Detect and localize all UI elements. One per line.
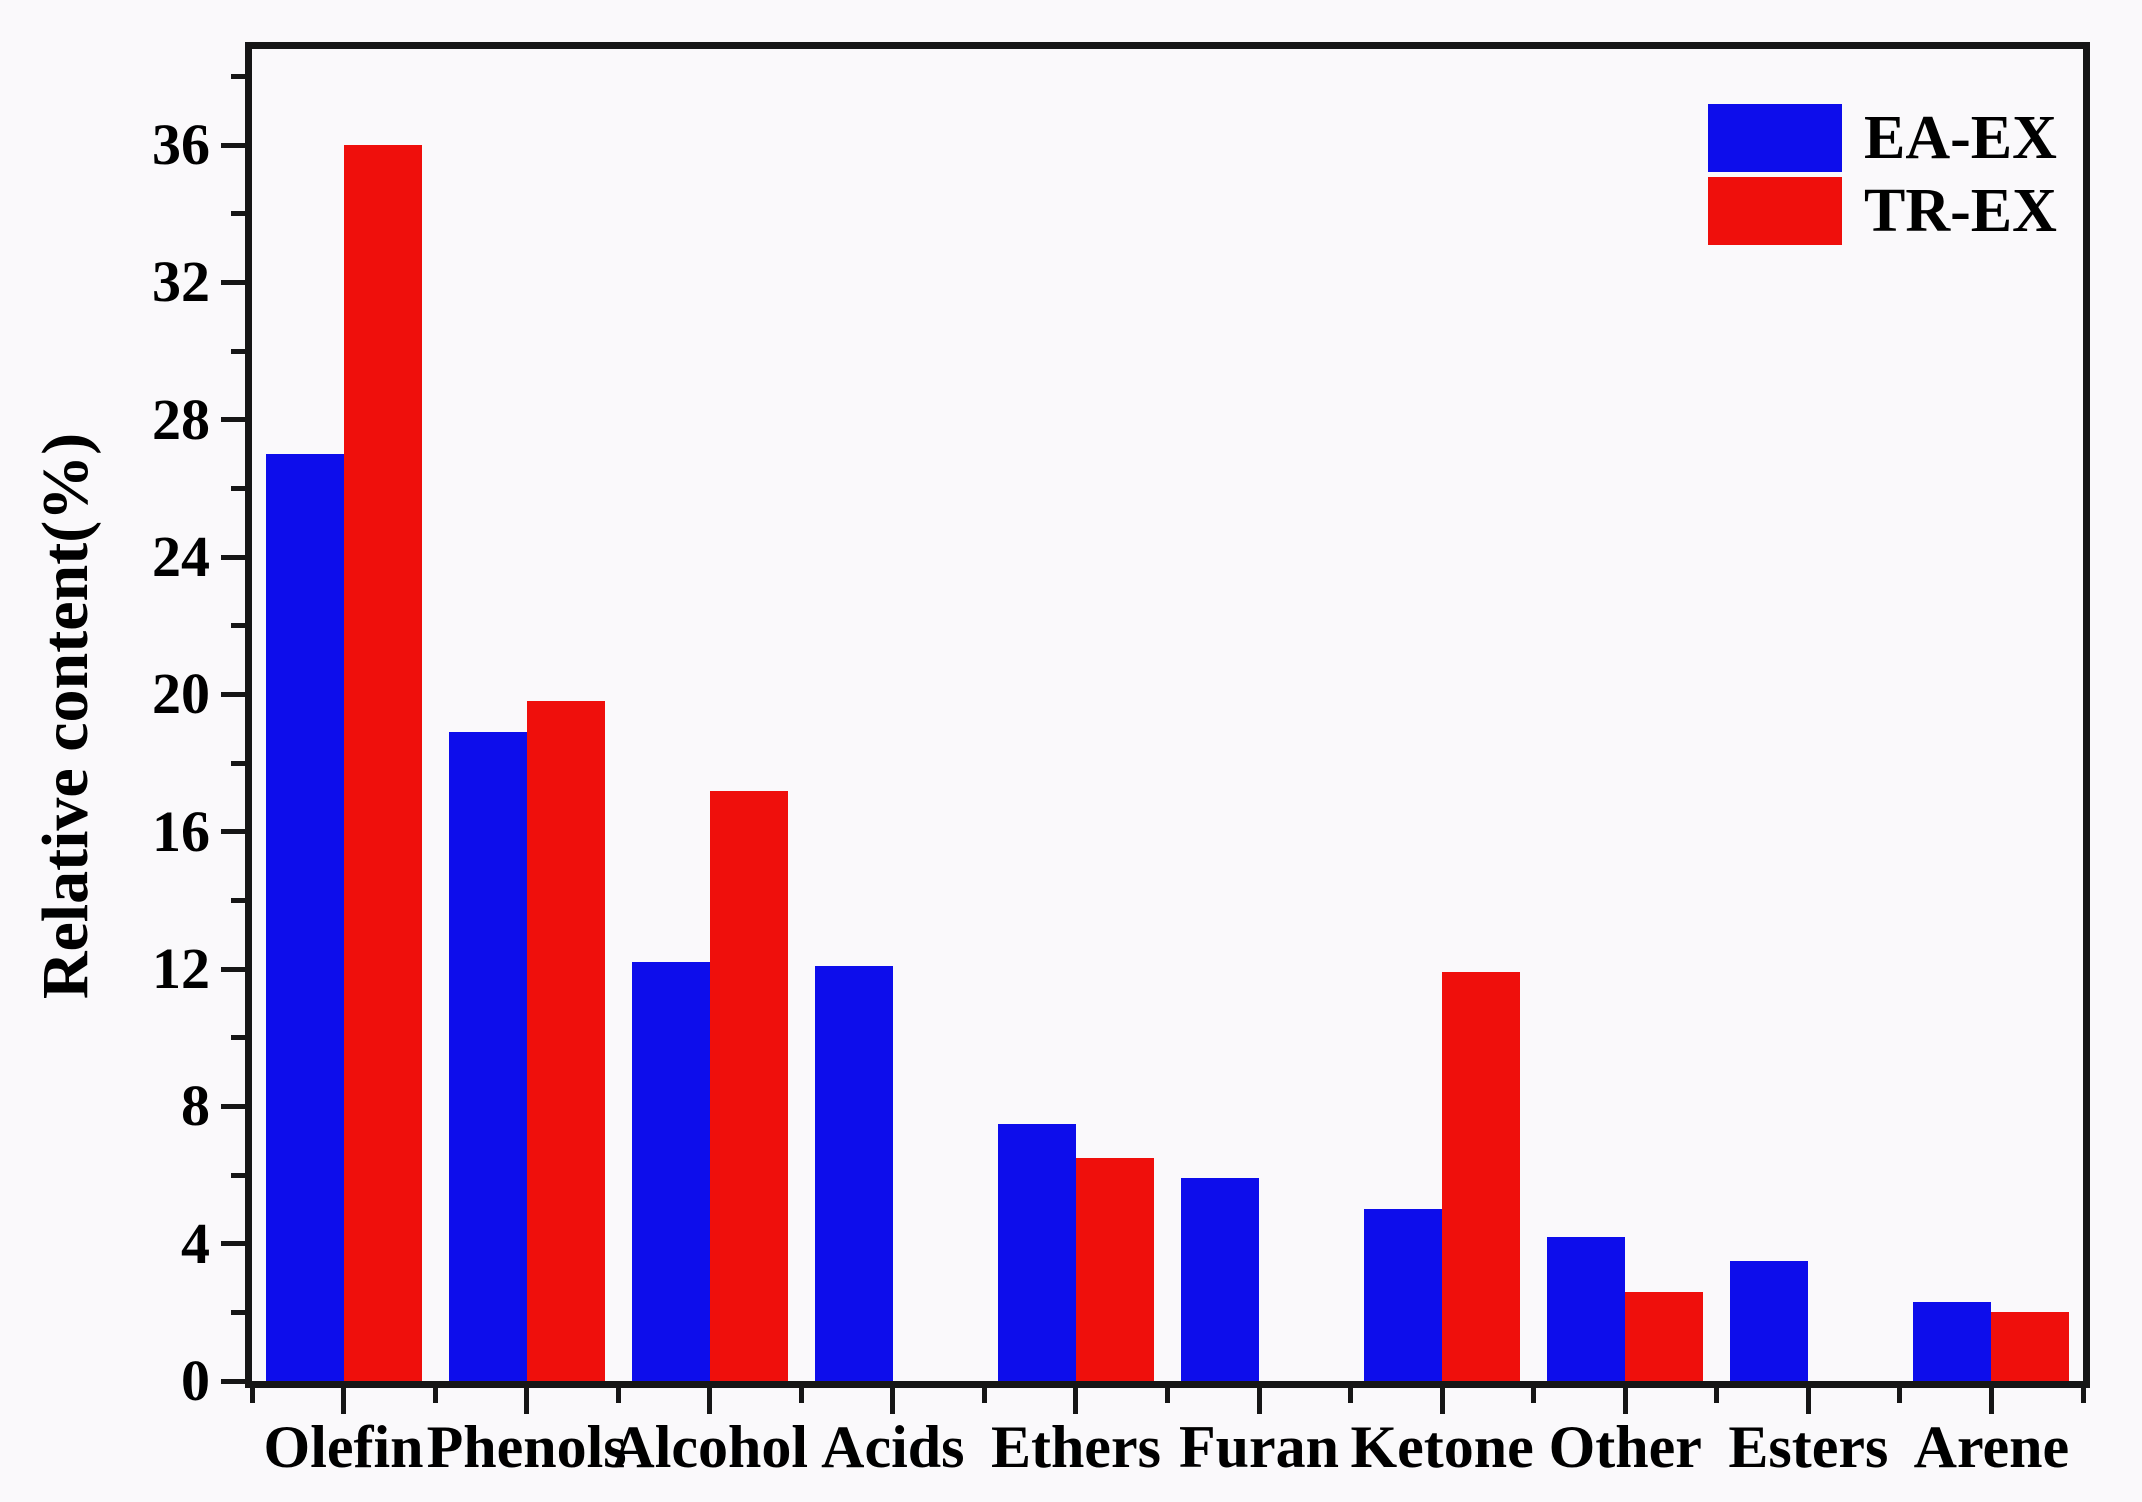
bar-phenols-ea-ex bbox=[448, 732, 527, 1381]
y-minor-tick bbox=[231, 73, 245, 79]
y-major-tick bbox=[221, 417, 245, 423]
y-tick-label: 24 bbox=[152, 524, 210, 590]
x-category-label-furan: Furan bbox=[1179, 1414, 1340, 1480]
bars-layer bbox=[252, 49, 2083, 1381]
y-minor-tick bbox=[231, 897, 245, 903]
legend: EA-EX TR-EX bbox=[1708, 104, 2057, 250]
y-major-tick bbox=[221, 142, 245, 148]
x-major-tick bbox=[890, 1388, 896, 1414]
bar-other-ea-ex bbox=[1547, 1236, 1626, 1381]
y-major-tick bbox=[221, 554, 245, 560]
x-major-tick bbox=[524, 1388, 530, 1414]
y-minor-tick bbox=[231, 1172, 245, 1178]
bar-olefin-tr-ex bbox=[343, 145, 422, 1381]
x-minor-tick bbox=[1531, 1388, 1537, 1403]
legend-label-ea-ex: EA-EX bbox=[1864, 104, 2057, 172]
y-minor-tick bbox=[231, 623, 245, 629]
x-minor-tick bbox=[2080, 1388, 2086, 1403]
y-major-tick bbox=[221, 829, 245, 835]
x-minor-tick bbox=[615, 1388, 621, 1403]
y-tick-label: 4 bbox=[181, 1210, 210, 1276]
bar-phenols-tr-ex bbox=[526, 701, 605, 1381]
y-major-tick bbox=[221, 279, 245, 285]
bar-acids-ea-ex bbox=[814, 965, 893, 1381]
bar-ethers-ea-ex bbox=[997, 1123, 1076, 1381]
x-major-tick bbox=[1073, 1388, 1079, 1414]
x-major-tick bbox=[1256, 1388, 1262, 1414]
y-tick-label: 0 bbox=[181, 1348, 210, 1413]
y-tick-label: 16 bbox=[152, 798, 210, 864]
y-major-tick bbox=[221, 966, 245, 972]
x-major-tick bbox=[341, 1388, 347, 1414]
x-category-label-ketone: Ketone bbox=[1350, 1414, 1534, 1480]
legend-item-ea-ex: EA-EX bbox=[1708, 104, 2057, 172]
y-minor-tick bbox=[231, 1035, 245, 1041]
x-category-label-olefin: Olefin bbox=[263, 1414, 424, 1480]
bar-ketone-tr-ex bbox=[1442, 972, 1521, 1381]
y-tick-label: 8 bbox=[181, 1073, 210, 1139]
bar-olefin-ea-ex bbox=[265, 454, 344, 1381]
x-category-label-other: Other bbox=[1548, 1414, 1702, 1480]
legend-swatch-tr-ex bbox=[1708, 177, 1842, 245]
y-minor-tick bbox=[231, 760, 245, 766]
y-minor-tick bbox=[231, 1309, 245, 1315]
x-minor-tick bbox=[1714, 1388, 1720, 1403]
y-tick-label: 20 bbox=[152, 661, 210, 727]
y-minor-tick bbox=[231, 211, 245, 217]
x-minor-tick bbox=[798, 1388, 804, 1403]
y-major-tick bbox=[221, 1378, 245, 1384]
x-major-tick bbox=[1439, 1388, 1445, 1414]
y-tick-label: 12 bbox=[152, 936, 210, 1002]
x-major-tick bbox=[1805, 1388, 1811, 1414]
y-minor-tick bbox=[231, 348, 245, 354]
y-tick-label: 36 bbox=[152, 112, 210, 178]
y-major-tick bbox=[221, 1241, 245, 1247]
bar-furan-ea-ex bbox=[1181, 1178, 1260, 1381]
bar-other-tr-ex bbox=[1625, 1291, 1704, 1381]
x-major-tick bbox=[1622, 1388, 1628, 1414]
x-category-label-acids: Acids bbox=[821, 1414, 965, 1480]
x-category-label-alcohol: Alcohol bbox=[611, 1414, 809, 1480]
x-minor-tick bbox=[432, 1388, 438, 1403]
y-minor-tick bbox=[231, 485, 245, 491]
bar-arene-tr-ex bbox=[1991, 1312, 2070, 1381]
bar-ketone-ea-ex bbox=[1364, 1209, 1443, 1381]
bar-alcohol-ea-ex bbox=[631, 962, 710, 1381]
x-category-label-ethers: Ethers bbox=[990, 1414, 1161, 1480]
y-major-tick bbox=[221, 691, 245, 697]
x-minor-tick bbox=[1165, 1388, 1170, 1403]
x-minor-tick bbox=[1897, 1388, 1903, 1403]
bar-arene-ea-ex bbox=[1913, 1302, 1992, 1381]
x-minor-tick bbox=[981, 1388, 987, 1403]
y-tick-label: 32 bbox=[152, 249, 210, 315]
y-major-tick bbox=[221, 1103, 245, 1109]
legend-swatch-ea-ex bbox=[1708, 104, 1842, 172]
y-tick-label: 28 bbox=[152, 386, 210, 452]
legend-item-tr-ex: TR-EX bbox=[1708, 177, 2057, 245]
x-category-label-phenols: Phenols bbox=[426, 1414, 627, 1480]
bar-alcohol-tr-ex bbox=[709, 790, 788, 1381]
x-major-tick bbox=[1988, 1388, 1994, 1414]
bar-esters-ea-ex bbox=[1730, 1260, 1809, 1381]
x-category-label-esters: Esters bbox=[1728, 1414, 1889, 1480]
x-category-label-arene: Arene bbox=[1913, 1414, 2070, 1480]
x-minor-tick bbox=[249, 1388, 255, 1403]
x-major-tick bbox=[707, 1388, 713, 1414]
x-minor-tick bbox=[1348, 1388, 1354, 1403]
legend-label-tr-ex: TR-EX bbox=[1864, 177, 2057, 245]
plot-area bbox=[245, 42, 2090, 1388]
bar-ethers-tr-ex bbox=[1075, 1157, 1154, 1381]
